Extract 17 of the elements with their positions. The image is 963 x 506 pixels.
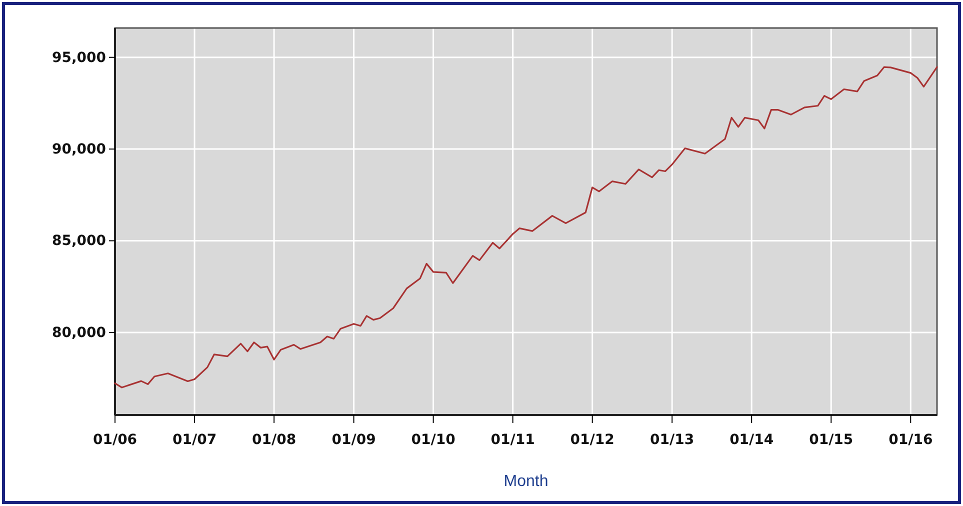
x-tick-label: 01/13 xyxy=(650,432,694,448)
y-tick-label: 80,000 xyxy=(52,324,106,341)
y-tick-label: 95,000 xyxy=(52,50,106,66)
x-tick-label: 01/06 xyxy=(92,432,138,448)
line-series xyxy=(114,66,938,388)
x-tick-label: 01/07 xyxy=(172,432,217,448)
x-tick-label: 01/14 xyxy=(730,432,774,448)
x-tick-label: 01/11 xyxy=(490,432,535,448)
y-tick-label: 85,000 xyxy=(52,233,106,250)
x-tick-label: 01/12 xyxy=(570,432,614,448)
y-tick-label: 90,000 xyxy=(52,142,106,158)
x-tick-label: 01/16 xyxy=(888,432,933,448)
x-tick-label: 01/15 xyxy=(809,432,854,448)
x-tick-label: 01/09 xyxy=(332,432,376,448)
x-axis-title: Month xyxy=(504,473,548,490)
x-tick-label: 01/10 xyxy=(411,432,456,448)
x-tick-label: 01/08 xyxy=(252,432,296,448)
